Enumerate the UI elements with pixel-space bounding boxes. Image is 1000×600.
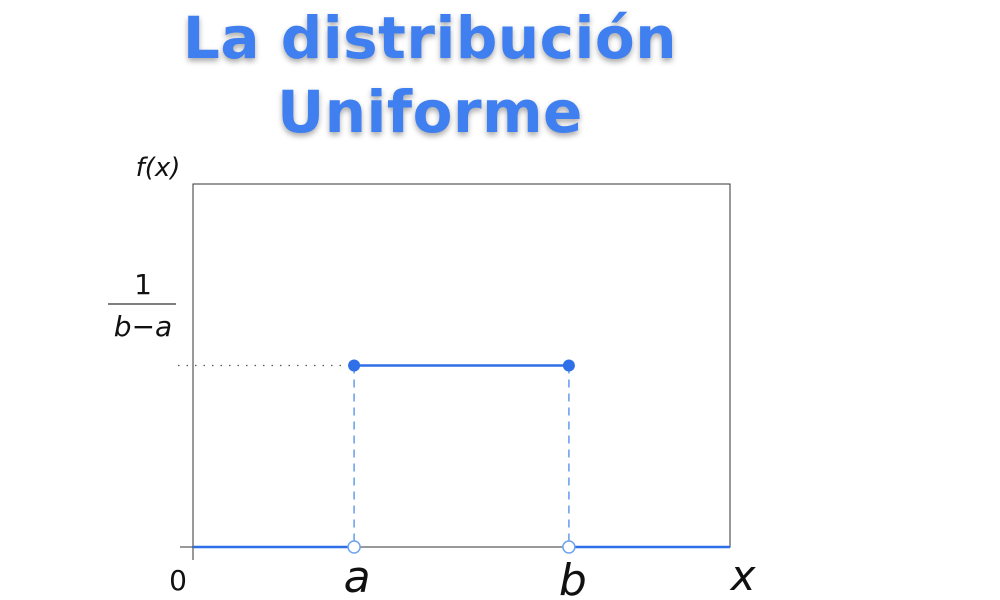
chart-marks	[178, 359, 730, 554]
chart-title-line-1: La distribución	[182, 4, 678, 72]
plot-frame	[192, 183, 731, 548]
x-axis-label: x	[729, 551, 757, 600]
origin-label: 0	[169, 564, 187, 597]
open-point-b	[562, 540, 576, 554]
x-tick-label-b: b	[559, 555, 587, 600]
y-axis-label: f(x)	[136, 153, 181, 183]
y-tick-denominator: b−a	[114, 310, 172, 343]
x-tick-label-a: a	[344, 552, 371, 600]
open-point-a	[347, 540, 361, 554]
filled-point-b	[562, 359, 575, 372]
chart-title-line-2: Uniforme	[277, 78, 583, 146]
filled-point-a	[348, 359, 361, 372]
y-tick-fraction: 1 b−a	[108, 268, 176, 343]
y-tick-numerator: 1	[134, 268, 152, 301]
